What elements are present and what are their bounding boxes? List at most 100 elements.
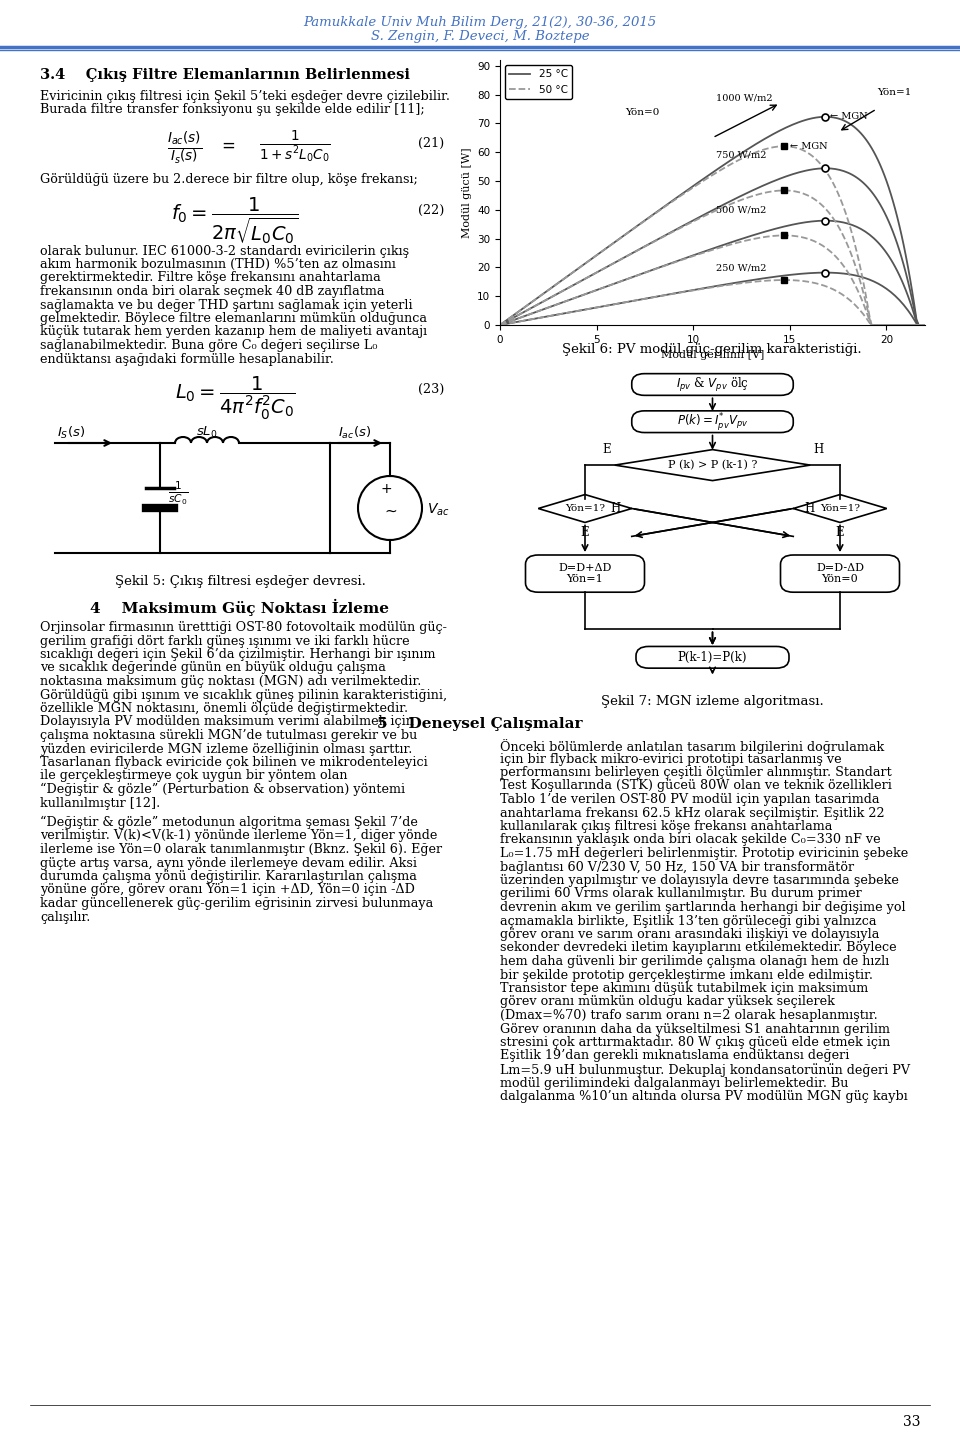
Polygon shape <box>614 450 810 481</box>
Y-axis label: Modül gücü [W]: Modül gücü [W] <box>462 147 471 238</box>
Text: 250 W/m2: 250 W/m2 <box>716 263 767 272</box>
Text: sıcaklığı değeri için Şekil 6’da çizilmiştir. Herhangi bir ışınım: sıcaklığı değeri için Şekil 6’da çizilmi… <box>40 649 436 662</box>
Text: kullanılarak çıkış filtresi köşe frekansı anahtarlama: kullanılarak çıkış filtresi köşe frekans… <box>500 821 832 833</box>
Text: H: H <box>611 503 621 516</box>
Text: görev oranı ve sarım oranı arasındaki ilişkiyi ve dolayısıyla: görev oranı ve sarım oranı arasındaki il… <box>500 928 879 941</box>
Text: noktasına maksimum güç noktası (MGN) adı verilmektedir.: noktasına maksimum güç noktası (MGN) adı… <box>40 674 421 687</box>
Text: “Değiştir & gözle” (Perturbation & observation) yöntemi: “Değiştir & gözle” (Perturbation & obser… <box>40 783 405 796</box>
Text: sağlanabilmektedir. Buna göre C₀ değeri seçilirse L₀: sağlanabilmektedir. Buna göre C₀ değeri … <box>40 339 377 352</box>
Text: 500 W/m2: 500 W/m2 <box>716 206 767 215</box>
Text: bağlantısı 60 V/230 V, 50 Hz, 150 VA bir transformätör: bağlantısı 60 V/230 V, 50 Hz, 150 VA bir… <box>500 861 854 874</box>
Text: dalgalanma %10’un altında olursa PV modülün MGN güç kaybı: dalgalanma %10’un altında olursa PV modü… <box>500 1090 908 1103</box>
Text: D=D-ΔD
Yön=0: D=D-ΔD Yön=0 <box>816 563 864 584</box>
Text: küçük tutarak hem yerden kazanıp hem de maliyeti avantajı: küçük tutarak hem yerden kazanıp hem de … <box>40 325 427 338</box>
Text: $I_{pv}$ & $V_{pv}$ ölç: $I_{pv}$ & $V_{pv}$ ölç <box>676 375 749 394</box>
Text: “Değiştir & gözle” metodunun algoritma şeması Şekil 7’de: “Değiştir & gözle” metodunun algoritma ş… <box>40 816 418 829</box>
Text: modül gerilimindeki dalgalanmayı belirlemektedir. Bu: modül gerilimindeki dalgalanmayı belirle… <box>500 1077 849 1090</box>
Text: frekansının onda biri olarak seçmek 40 dB zayıflatma: frekansının onda biri olarak seçmek 40 d… <box>40 285 385 298</box>
Text: ← MGN: ← MGN <box>830 112 868 122</box>
Text: çalışma noktasına sürekli MGN’de tutulması gerekir ve bu: çalışma noktasına sürekli MGN’de tutulma… <box>40 729 418 742</box>
Text: $=$: $=$ <box>218 137 235 155</box>
Text: $P(k)=I_{pv}^{*} V_{pv}$: $P(k)=I_{pv}^{*} V_{pv}$ <box>677 411 748 432</box>
Text: (Dmax=%70) trafo sarım oranı n=2 olarak hesaplanmıştır.: (Dmax=%70) trafo sarım oranı n=2 olarak … <box>500 1010 877 1022</box>
Text: E: E <box>581 526 589 538</box>
Text: 750 W/m2: 750 W/m2 <box>716 150 767 160</box>
Text: Transistor tepe akımını düşük tutabilmek için maksimum: Transistor tepe akımını düşük tutabilmek… <box>500 982 868 995</box>
Text: E: E <box>836 526 844 538</box>
Text: Lm=5.9 uH bulunmuştur. Dekuplaj kondansatorünün değeri PV: Lm=5.9 uH bulunmuştur. Dekuplaj kondansa… <box>500 1063 910 1077</box>
Text: endüktansı aşağıdaki formülle hesaplanabilir.: endüktansı aşağıdaki formülle hesaplanab… <box>40 352 334 365</box>
Text: L₀=1.75 mH değerleri belirlenmiştir. Prototip eviricinin şebeke: L₀=1.75 mH değerleri belirlenmiştir. Pro… <box>500 846 908 861</box>
Text: Yön=0: Yön=0 <box>626 107 660 117</box>
Text: Eşitlik 19’dan gerekli mıknatıslama endüktansı değeri: Eşitlik 19’dan gerekli mıknatıslama endü… <box>500 1050 850 1063</box>
Text: $sL_0$: $sL_0$ <box>196 425 218 440</box>
Legend: 25 °C, 50 °C: 25 °C, 50 °C <box>505 66 572 99</box>
Text: Tablo 1’de verilen OST-80 PV modül için yapılan tasarimda: Tablo 1’de verilen OST-80 PV modül için … <box>500 793 879 806</box>
Text: Görev oranının daha da yükseltilmesi S1 anahtarının gerilim: Görev oranının daha da yükseltilmesi S1 … <box>500 1022 890 1035</box>
Text: yönüne göre, görev oranı Yön=1 için +ΔD, Yön=0 için -ΔD: yönüne göre, görev oranı Yön=1 için +ΔD,… <box>40 884 415 896</box>
Text: Test Koşullarında (STK) güceü 80W olan ve teknik özellikleri: Test Koşullarında (STK) güceü 80W olan v… <box>500 779 892 792</box>
Text: D=D+ΔD
Yön=1: D=D+ΔD Yön=1 <box>559 563 612 584</box>
Text: ile gerçekleştirmeye çok uygun bir yöntem olan: ile gerçekleştirmeye çok uygun bir yönte… <box>40 769 348 782</box>
Text: P(k-1)=P(k): P(k-1)=P(k) <box>678 650 747 664</box>
Text: gerilimi 60 Vrms olarak kullanılmıştır. Bu durum primer: gerilimi 60 Vrms olarak kullanılmıştır. … <box>500 888 862 901</box>
Text: çalışılır.: çalışılır. <box>40 911 90 924</box>
Text: Yön=1: Yön=1 <box>876 87 911 96</box>
FancyBboxPatch shape <box>632 411 793 432</box>
Text: güçte artış varsa, aynı yönde ilerlemeye devam edilir. Aksi: güçte artış varsa, aynı yönde ilerlemeye… <box>40 856 417 869</box>
Text: S. Zengin, F. Deveci, M. Boztepe: S. Zengin, F. Deveci, M. Boztepe <box>371 30 589 43</box>
Text: Önceki bölümlerde anlatılan tasarım bilgilerini doğrulamak: Önceki bölümlerde anlatılan tasarım bilg… <box>500 739 884 755</box>
Text: Görüldüğü gibi ışınım ve sıcaklık güneş pilinin karakteristiğini,: Görüldüğü gibi ışınım ve sıcaklık güneş … <box>40 689 447 702</box>
Text: $L_0 = \dfrac{1}{4\pi^2 f_0^2 C_0}$: $L_0 = \dfrac{1}{4\pi^2 f_0^2 C_0}$ <box>175 375 296 422</box>
Text: Tasarlanan flyback eviricide çok bilinen ve mikrodenteleyici: Tasarlanan flyback eviricide çok bilinen… <box>40 756 428 769</box>
Text: $f_0 = \dfrac{1}{2\pi\sqrt{L_0 C_0}}$: $f_0 = \dfrac{1}{2\pi\sqrt{L_0 C_0}}$ <box>171 196 299 246</box>
Text: Şekil 7: MGN izleme algoritması.: Şekil 7: MGN izleme algoritması. <box>601 695 824 707</box>
Text: özellikle MGN noktasını, önemli ölçüde değiştirmektedir.: özellikle MGN noktasını, önemli ölçüde d… <box>40 702 408 715</box>
Text: E: E <box>602 442 611 457</box>
Text: frekansının yaklaşık onda biri olacak şekilde C₀=330 nF ve: frekansının yaklaşık onda biri olacak şe… <box>500 833 880 846</box>
Text: verilmiştir. V(k)<V(k-1) yönünde ilerleme Yön=1, diğer yönde: verilmiştir. V(k)<V(k-1) yönünde ilerlem… <box>40 829 438 842</box>
Text: yüzden eviricilerde MGN izleme özelliğinin olması şarttır.: yüzden eviricilerde MGN izleme özelliğin… <box>40 743 413 756</box>
Text: $\frac{I_{ac}(s)}{I_{s}(s)}$: $\frac{I_{ac}(s)}{I_{s}(s)}$ <box>167 129 203 166</box>
Text: görev oranı mümkün olduğu kadar yüksek seçilerek: görev oranı mümkün olduğu kadar yüksek s… <box>500 995 835 1008</box>
X-axis label: Modül gerilimi [V]: Modül gerilimi [V] <box>660 351 764 361</box>
Text: gerektirmektedir. Filtre köşe frekansını anahtarlama: gerektirmektedir. Filtre köşe frekansını… <box>40 272 381 285</box>
Text: Burada filtre transfer fonksiyonu şu şekilde elde edilir [11];: Burada filtre transfer fonksiyonu şu şek… <box>40 103 424 116</box>
Text: gelmektedir. Böylece filtre elemanlarını mümkün olduğunca: gelmektedir. Böylece filtre elemanlarını… <box>40 312 427 325</box>
Text: Eviricinin çıkış filtresi için Şekil 5’teki eşdeğer devre çizilebilir.: Eviricinin çıkış filtresi için Şekil 5’t… <box>40 90 450 103</box>
Text: sağlamakta ve bu değer THD şartını sağlamak için yeterli: sağlamakta ve bu değer THD şartını sağla… <box>40 298 413 312</box>
Text: (23): (23) <box>418 382 444 397</box>
Text: 5    Deneysel Çalışmalar: 5 Deneysel Çalışmalar <box>377 717 583 730</box>
Text: Yön=1?: Yön=1? <box>820 504 860 513</box>
Text: Dolayısıyla PV modülden maksimum verimi alabilmek için: Dolayısıyla PV modülden maksimum verimi … <box>40 716 414 729</box>
FancyBboxPatch shape <box>780 556 900 593</box>
Text: ve sıcaklık değerinde günün en büyük olduğu çalışma: ve sıcaklık değerinde günün en büyük old… <box>40 662 386 674</box>
Text: 3.4    Çıkış Filtre Elemanlarının Belirlenmesi: 3.4 Çıkış Filtre Elemanlarının Belirlenm… <box>40 67 410 82</box>
Text: stresini çok arttırmaktadır. 80 W çıkış güceü elde etmek için: stresini çok arttırmaktadır. 80 W çıkış … <box>500 1035 890 1050</box>
Text: H: H <box>804 503 814 516</box>
Text: performansını belirleyen çeşitli ölçümler alınmıştır. Standart: performansını belirleyen çeşitli ölçümle… <box>500 766 892 779</box>
Text: $V_{ac}$: $V_{ac}$ <box>427 501 449 518</box>
Text: Şekil 5: Çıkış filtresi eşdeğer devresi.: Şekil 5: Çıkış filtresi eşdeğer devresi. <box>114 576 366 589</box>
Text: durumda çalışma yönü değiştirilir. Kararılaştırılan çalışma: durumda çalışma yönü değiştirilir. Karar… <box>40 871 417 884</box>
Text: (22): (22) <box>418 203 444 216</box>
Text: $I_S(s)$: $I_S(s)$ <box>57 425 85 441</box>
Text: P (k) > P (k-1) ?: P (k) > P (k-1) ? <box>668 460 757 470</box>
Text: 4    Maksimum Güç Noktası İzleme: 4 Maksimum Güç Noktası İzleme <box>90 599 390 616</box>
Text: H: H <box>814 442 824 457</box>
Text: gerilim grafiği dört farklı güneş ışınımı ve iki farklı hücre: gerilim grafiği dört farklı güneş ışınım… <box>40 634 410 647</box>
Text: Görüldüğü üzere bu 2.derece bir filtre olup, köşe frekansı;: Görüldüğü üzere bu 2.derece bir filtre o… <box>40 173 418 186</box>
Text: (21): (21) <box>418 137 444 150</box>
Text: $I_{ac}(s)$: $I_{ac}(s)$ <box>338 425 372 441</box>
Text: 1000 W/m2: 1000 W/m2 <box>716 93 773 102</box>
Text: kullanılmıştır [12].: kullanılmıştır [12]. <box>40 796 160 809</box>
Text: üzerinden yapılmıştır ve dolayısıyla devre tasarımında şebeke: üzerinden yapılmıştır ve dolayısıyla dev… <box>500 874 899 886</box>
Text: açmamakla birlikte, Eşitlik 13’ten görüleceği gibi yalnızca: açmamakla birlikte, Eşitlik 13’ten görül… <box>500 915 876 928</box>
Text: akım harmonik bozulmasının (THD) %5’ten az olmasını: akım harmonik bozulmasının (THD) %5’ten … <box>40 258 396 271</box>
Text: Yön=1?: Yön=1? <box>565 504 605 513</box>
Text: anahtarlama frekansı 62.5 kHz olarak seçilmiştir. Eşitlik 22: anahtarlama frekansı 62.5 kHz olarak seç… <box>500 806 884 819</box>
Text: 33: 33 <box>902 1415 920 1429</box>
FancyBboxPatch shape <box>632 374 793 395</box>
Text: ← MGN: ← MGN <box>790 142 828 150</box>
FancyBboxPatch shape <box>636 646 789 669</box>
